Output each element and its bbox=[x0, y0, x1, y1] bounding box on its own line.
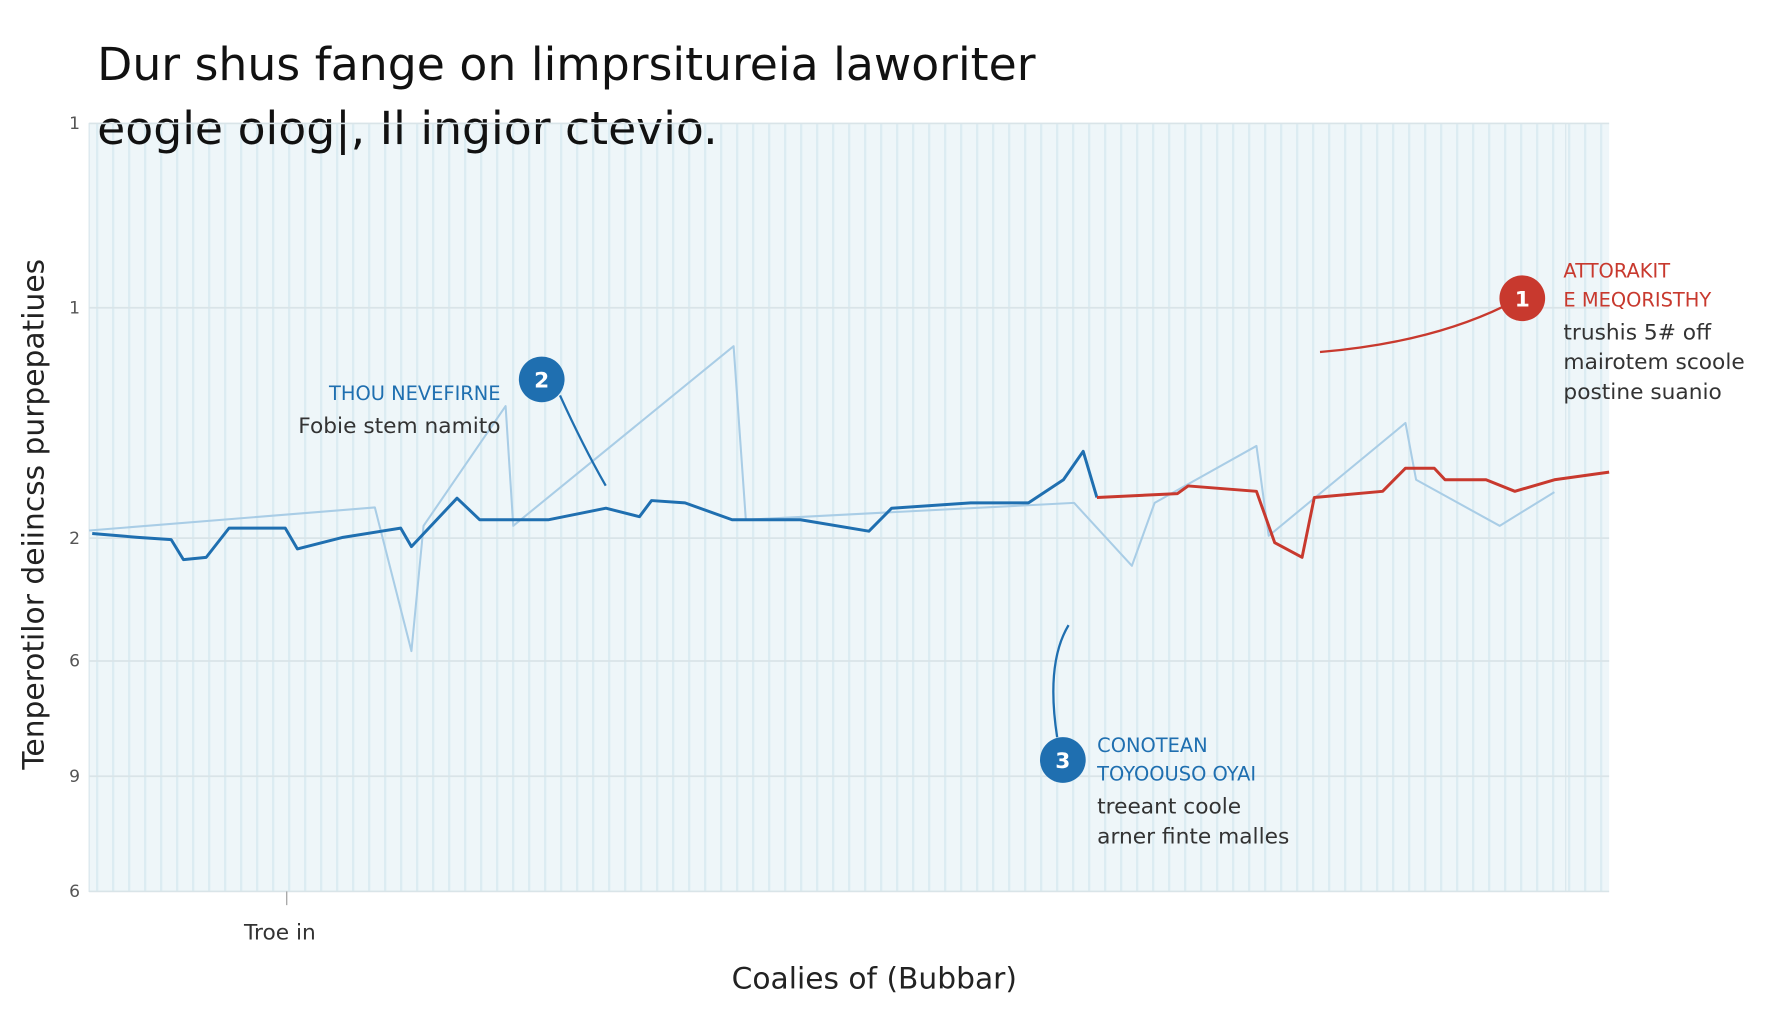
y-tick-label: 6 bbox=[69, 882, 80, 902]
x-tick-label: Troe in bbox=[243, 920, 316, 945]
annotation-number: 3 bbox=[1055, 749, 1070, 774]
annotation-badge bbox=[518, 356, 565, 403]
plot-area bbox=[89, 123, 1610, 892]
annotation-text: postine suanio bbox=[1563, 380, 1721, 405]
annotation-number: 1 bbox=[1515, 287, 1530, 312]
annotation-text: mairotem scoole bbox=[1563, 350, 1744, 375]
annotation-text: trushis 5# off bbox=[1563, 320, 1712, 345]
annotation-heading: ATTORAKIT bbox=[1563, 260, 1670, 283]
annotation-connector bbox=[1052, 624, 1070, 738]
chart-title: Dur shus fange on limprsitureia laworite… bbox=[97, 38, 1036, 91]
series-line bbox=[1096, 466, 1610, 559]
annotation-connector bbox=[558, 394, 607, 487]
y-tick-label: 2 bbox=[69, 529, 80, 549]
annotation-badge bbox=[1040, 737, 1086, 783]
y-tick-label: 9 bbox=[69, 767, 80, 787]
annotation-text: Fobie stem namito bbox=[298, 414, 500, 439]
x-axis-label: Coalies of (Bubbar) bbox=[732, 962, 1017, 997]
y-axis-label: Tenperotilor deiincss purpepatiues bbox=[16, 259, 51, 771]
annotation-connector bbox=[1319, 305, 1505, 354]
y-tick-label: 1 bbox=[69, 114, 80, 134]
annotation-badge bbox=[1499, 275, 1546, 322]
y-tick-label: 1 bbox=[69, 298, 80, 318]
annotation-text: treeant coole bbox=[1097, 795, 1241, 820]
series-line bbox=[89, 345, 1555, 653]
chart-title: eogle olog|, Il ingior ctevio. bbox=[97, 102, 717, 156]
annotation-heading: TOYOOUSO OYAI bbox=[1096, 763, 1256, 786]
annotation-heading: THOU NEVEFIRNE bbox=[328, 382, 501, 405]
annotation-heading: CONOTEAN bbox=[1097, 734, 1208, 757]
series-line bbox=[92, 449, 1099, 562]
annotation-heading: E MEQORISTHY bbox=[1563, 288, 1711, 311]
annotation-text: arner finte malles bbox=[1097, 824, 1289, 849]
annotation-number: 2 bbox=[534, 368, 549, 393]
y-tick-label: 6 bbox=[69, 652, 80, 672]
